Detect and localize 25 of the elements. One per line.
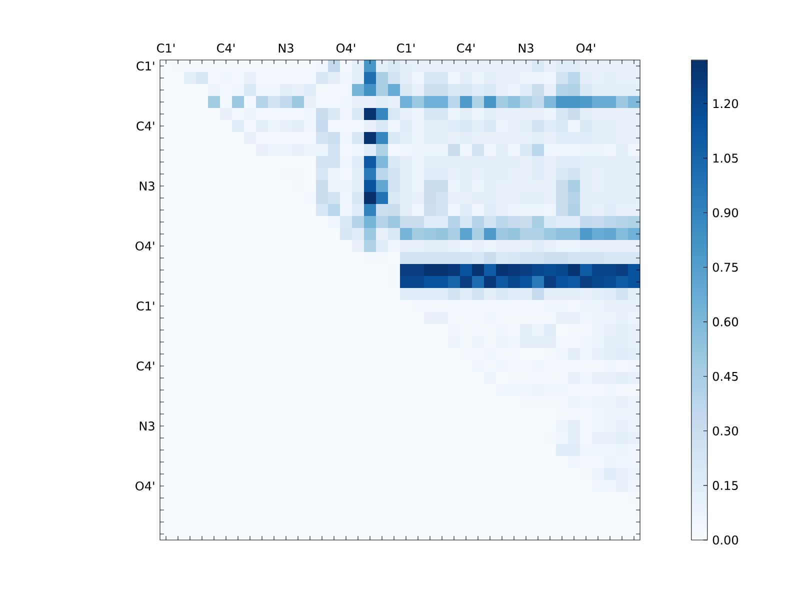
- y-tick-label: C4': [136, 361, 154, 371]
- x-tick-label: C4': [457, 44, 475, 53]
- color-bar-label: 0.45: [712, 372, 738, 381]
- x-tick-label: C1': [397, 44, 415, 53]
- y-tick-label: O4': [136, 241, 154, 251]
- x-tick-label: O4': [336, 44, 356, 53]
- color-bar-label: 0.15: [712, 480, 738, 490]
- color-bar-label: 0.30: [712, 426, 738, 436]
- x-tick-label: C4': [217, 44, 235, 53]
- y-tick-label: N3: [140, 421, 154, 431]
- y-tick-label: N3: [140, 181, 154, 191]
- color-bar-label: 0.00: [712, 535, 738, 545]
- color-bar-label: 1.20: [713, 99, 738, 108]
- color-bar-label: 0.90: [712, 208, 738, 218]
- color-bar-label: 0.75: [712, 262, 738, 272]
- y-tick-label: C1': [136, 301, 154, 311]
- y-tick-label: C1': [136, 61, 154, 71]
- x-tick-label: O4': [576, 44, 596, 53]
- y-tick-label: C4': [136, 121, 154, 131]
- color-bar-label: 1.05: [713, 154, 738, 163]
- color-bar-label: 0.60: [712, 317, 738, 326]
- x-tick-label: N3: [278, 44, 294, 53]
- y-tick-label: O4': [136, 481, 154, 491]
- x-tick-label: C1': [157, 44, 175, 53]
- x-tick-label: N3: [518, 44, 534, 53]
